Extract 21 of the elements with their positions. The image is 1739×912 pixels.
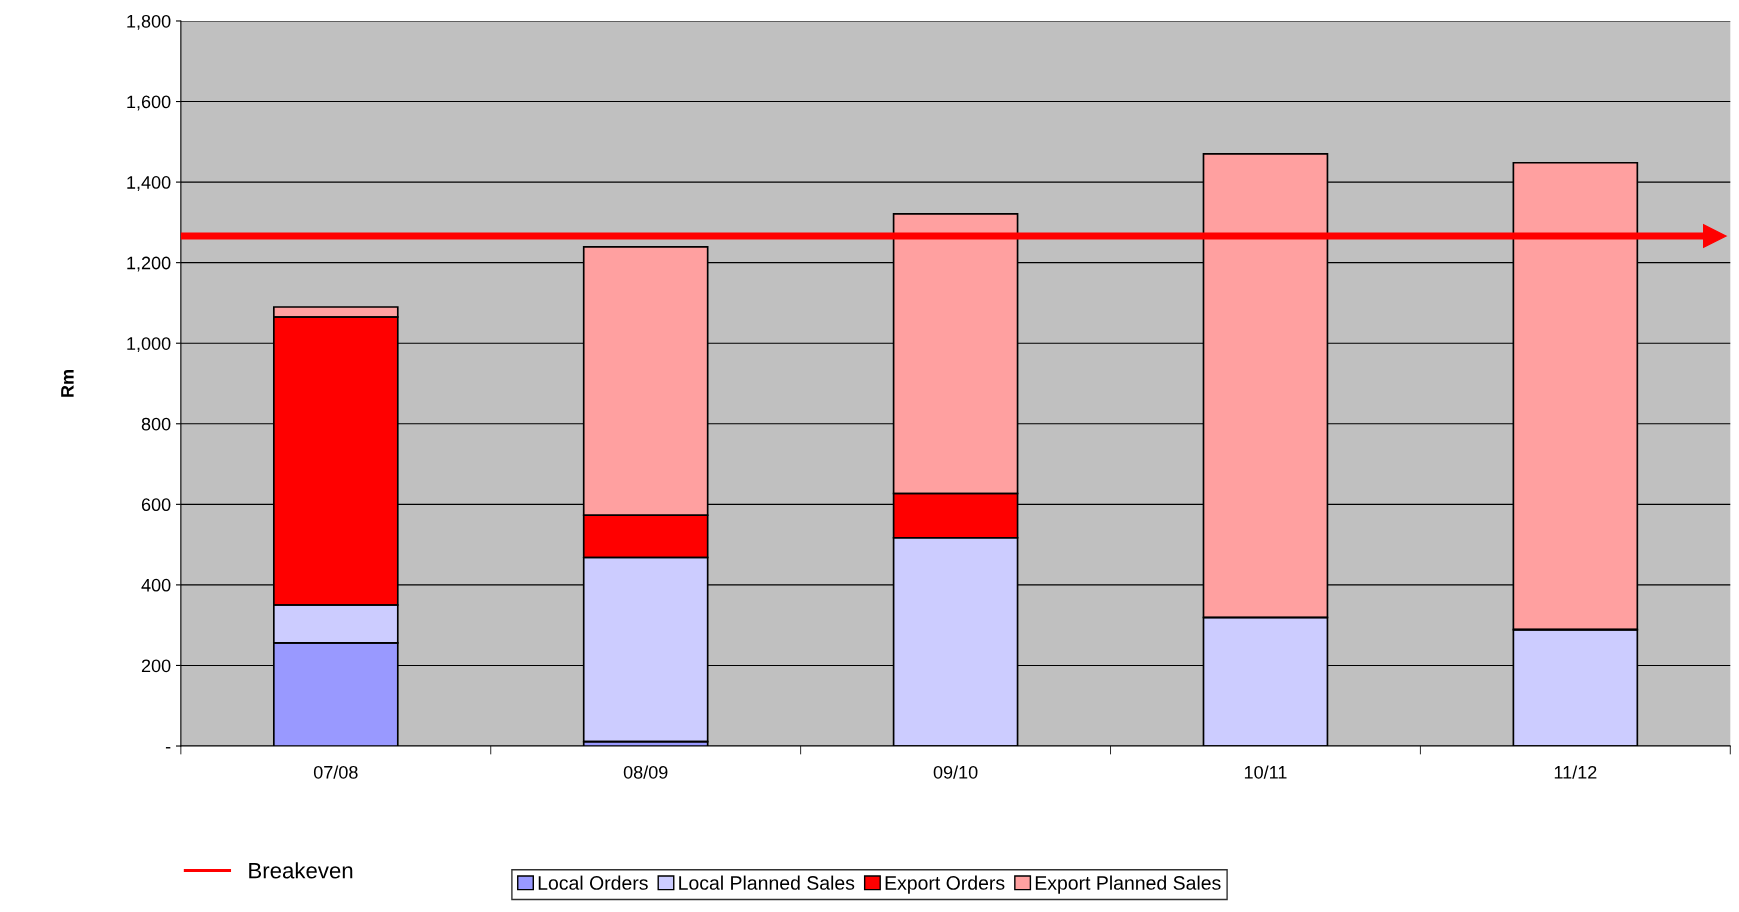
x-tick-label: 11/12: [1554, 765, 1597, 779]
y-tick-label: 800: [141, 417, 171, 431]
x-tick-label: 07/08: [313, 765, 358, 779]
y-tick-label: 1,600: [127, 95, 171, 111]
y-tick-label: 600: [141, 498, 171, 512]
y-tick-label: 1,000: [127, 337, 171, 353]
legend-label: Local Orders: [538, 875, 648, 890]
legend-label: Breakeven: [249, 862, 353, 879]
y-tick-label: 1,400: [127, 176, 171, 191]
y-tick-label: 200: [141, 659, 171, 673]
legend-label: Export Planned Sales: [1035, 875, 1221, 894]
legend-label: Export Orders: [885, 875, 1005, 894]
legend-label: Local Planned Sales: [679, 875, 855, 890]
y-tick-label: 400: [141, 578, 171, 592]
y-tick-label: 1,200: [127, 256, 171, 272]
y-axis-title: Rm: [61, 370, 74, 397]
x-tick-label: 09/10: [933, 765, 978, 779]
y-tick-label: -: [165, 747, 171, 749]
y-tick-label: 1,800: [127, 14, 171, 30]
x-tick-label: 10/11: [1244, 765, 1287, 779]
x-tick-label: 08/09: [623, 765, 668, 779]
